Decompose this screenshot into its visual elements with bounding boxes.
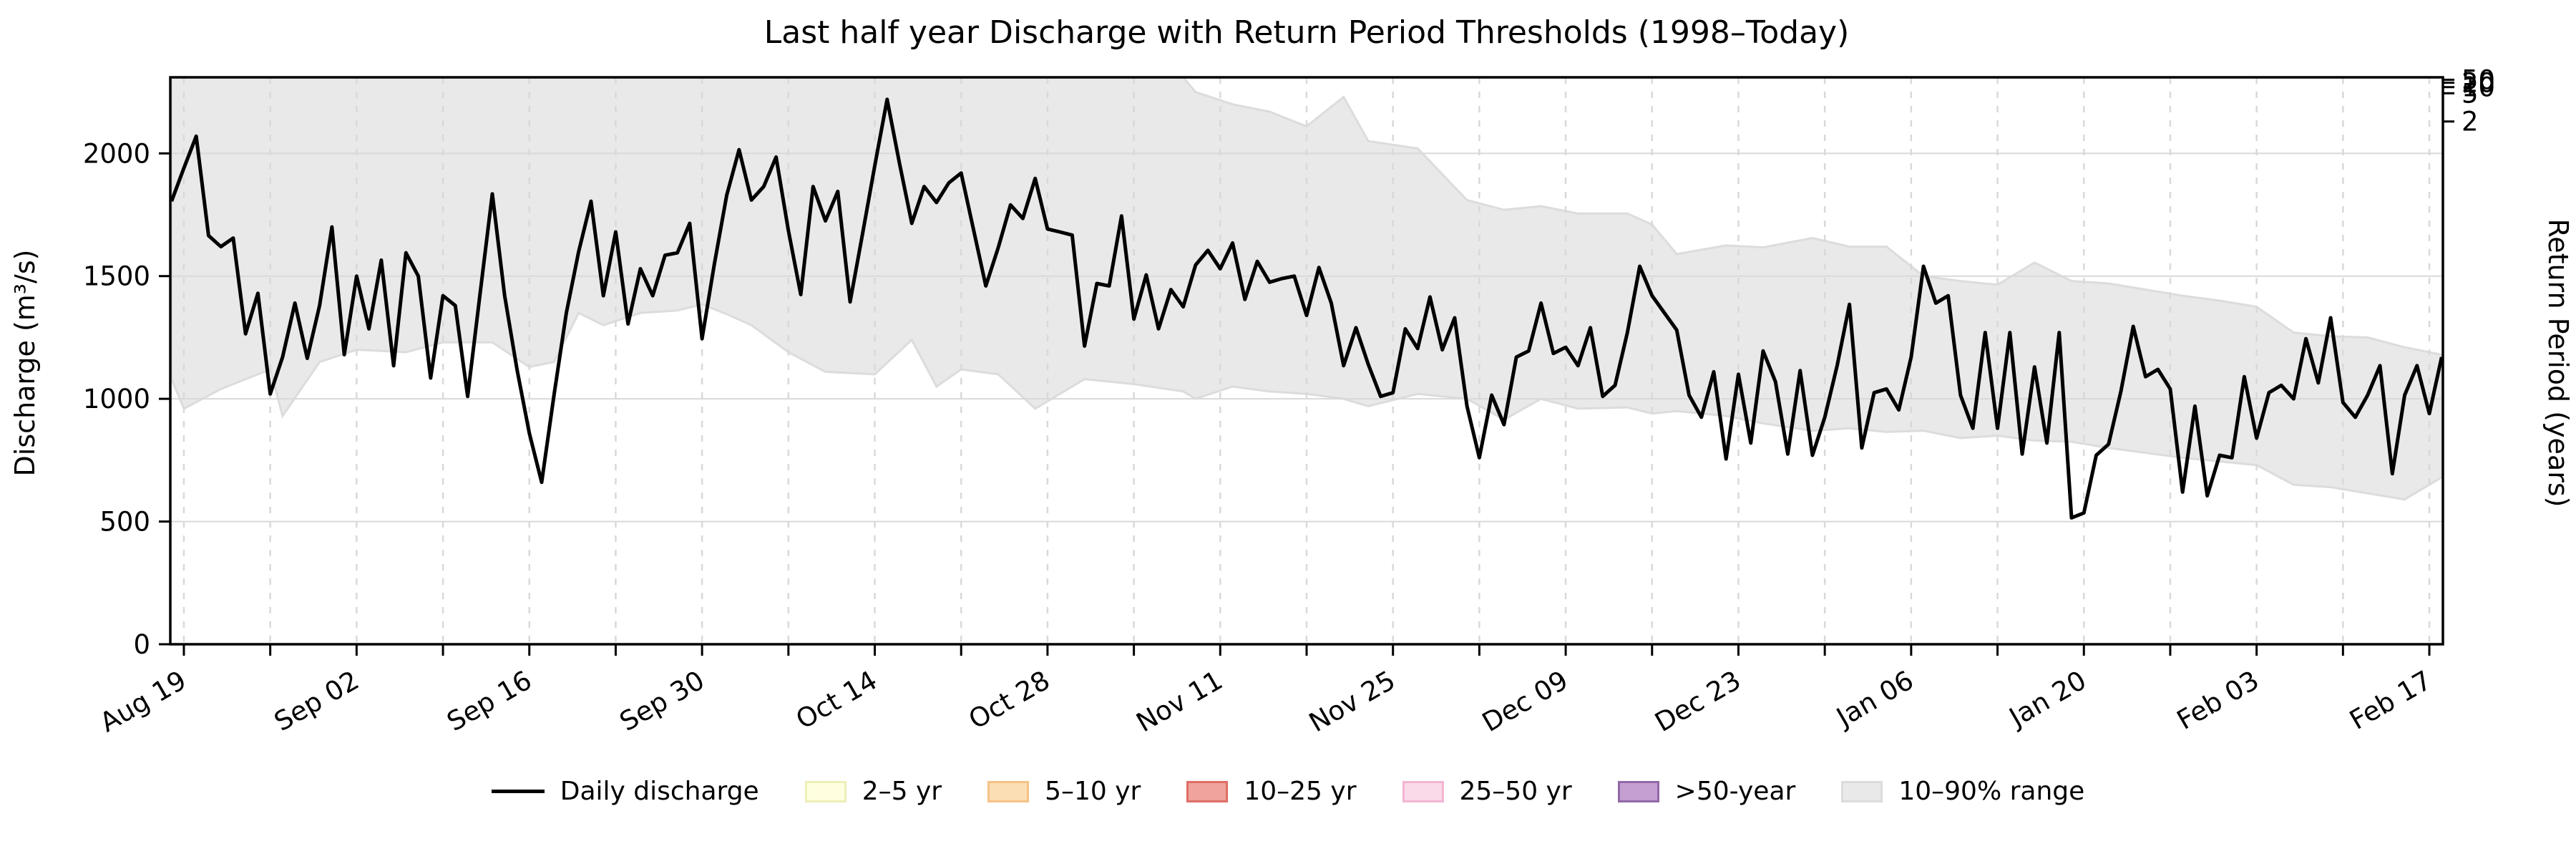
legend-item: 25–50 yr bbox=[1402, 777, 1572, 806]
legend-item: 10–25 yr bbox=[1186, 777, 1357, 806]
x-tick-label: Oct 14 bbox=[791, 665, 882, 736]
y-tick-label: 0 bbox=[133, 629, 150, 660]
legend-item: >50-year bbox=[1617, 777, 1796, 806]
legend-item: Daily discharge bbox=[491, 777, 759, 806]
x-tick-label: Jan 06 bbox=[1830, 665, 1919, 734]
legend-patch-swatch bbox=[1617, 780, 1659, 802]
legend-label: 5–10 yr bbox=[1045, 777, 1141, 806]
rp-tick-label: 20 bbox=[2462, 68, 2495, 99]
legend-patch-swatch bbox=[1841, 780, 1883, 802]
legend-item: 5–10 yr bbox=[987, 777, 1141, 806]
discharge-line bbox=[170, 97, 2444, 520]
legend-patch-swatch bbox=[1186, 780, 1229, 802]
x-tick-label: Nov 11 bbox=[1131, 665, 1228, 739]
rp-tick-label: 2 bbox=[2462, 107, 2479, 137]
rp-tick-label: 10 bbox=[2462, 72, 2495, 103]
legend-label: 2–5 yr bbox=[862, 777, 942, 806]
x-tick-label: Sep 30 bbox=[615, 665, 710, 738]
legend-label: >50-year bbox=[1674, 777, 1796, 806]
x-tick-label: Nov 25 bbox=[1304, 665, 1400, 739]
x-tick-label: Sep 02 bbox=[269, 665, 364, 738]
y-tick-label: 500 bbox=[99, 507, 150, 538]
legend-line-swatch bbox=[491, 790, 545, 793]
legend-label: Daily discharge bbox=[560, 777, 759, 806]
y-tick-label: 1500 bbox=[83, 261, 150, 292]
y-tick-label: 1000 bbox=[83, 384, 150, 414]
x-tick-label: Oct 28 bbox=[964, 665, 1055, 736]
rp-tick-label: 5 bbox=[2462, 78, 2479, 109]
legend: Daily discharge 2–5 yr 5–10 yr 10–25 yr 25–5… bbox=[0, 777, 2576, 806]
x-tick-label: Aug 19 bbox=[94, 665, 191, 739]
y-axis-label-left: Discharge (m³/s) bbox=[9, 249, 41, 477]
x-tick-label: Jan 20 bbox=[2003, 665, 2092, 734]
legend-label: 25–50 yr bbox=[1459, 777, 1572, 806]
legend-label: 10–90% range bbox=[1898, 777, 2085, 806]
legend-item: 2–5 yr bbox=[804, 777, 942, 806]
legend-item: 10–90% range bbox=[1841, 777, 2084, 806]
legend-patch-swatch bbox=[804, 780, 847, 802]
legend-patch-swatch bbox=[987, 780, 1030, 802]
y-tick-label: 2000 bbox=[83, 138, 150, 169]
legend-patch-swatch bbox=[1402, 780, 1444, 802]
legend-label: 10–25 yr bbox=[1244, 777, 1357, 806]
x-tick-label: Feb 03 bbox=[2172, 665, 2264, 736]
x-tick-label: Dec 09 bbox=[1477, 665, 1573, 738]
x-tick-label: Sep 16 bbox=[441, 665, 537, 738]
chart-title: Last half year Discharge with Return Per… bbox=[763, 14, 1850, 51]
x-tick-label: Dec 23 bbox=[1649, 665, 1745, 738]
x-tick-label: Feb 17 bbox=[2344, 665, 2436, 736]
rp-tick-label: 50 bbox=[2462, 64, 2495, 95]
y-axis-label-right: Return Period (years) bbox=[2542, 218, 2574, 508]
